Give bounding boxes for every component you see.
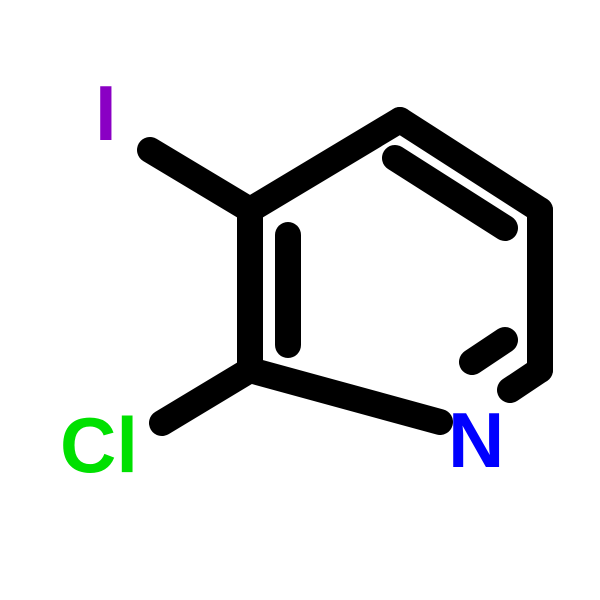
bond-v6-Cl xyxy=(162,370,250,423)
bond-v1-v2 xyxy=(250,120,400,210)
bond-v4-N-inner xyxy=(472,340,505,362)
molecule-diagram xyxy=(0,0,600,600)
bond-v4-N-outer xyxy=(510,370,540,390)
bond-v1-I xyxy=(150,150,250,210)
atom-chlorine: Cl xyxy=(60,400,138,491)
bond-N-v6 xyxy=(250,370,440,422)
atom-iodine: I xyxy=(95,68,117,159)
atom-nitrogen: N xyxy=(448,395,504,486)
atom-chlorine-label: Cl xyxy=(60,401,138,489)
atom-iodine-label: I xyxy=(95,69,117,157)
bonds-group xyxy=(150,120,540,423)
atom-nitrogen-label: N xyxy=(448,396,504,484)
